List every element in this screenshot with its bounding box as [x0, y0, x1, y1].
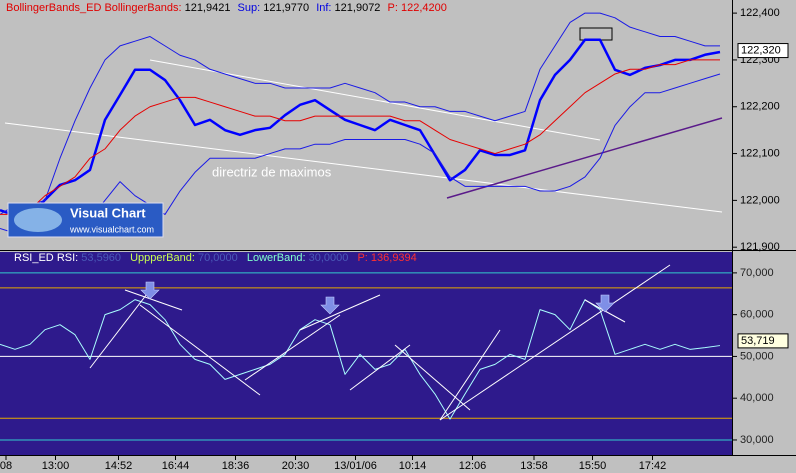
last-value-label: 122,320 — [741, 44, 781, 56]
header-item: 30,0000 — [309, 252, 349, 264]
y-tick-label: 60,000 — [740, 309, 774, 321]
header-item: LowerBand: — [247, 252, 306, 264]
header-item: 122,4200 — [401, 2, 447, 14]
arrows — [140, 281, 615, 315]
x-tick-label: 14:52 — [105, 460, 133, 472]
header-item: BollingerBands_ED — [6, 2, 101, 14]
x-tick-label: 13:58 — [520, 460, 548, 472]
header-item: RSI: — [57, 252, 78, 264]
logo-url: www.visualchart.com — [69, 224, 154, 234]
header-item: P: — [357, 252, 367, 264]
trend-line — [349, 344, 411, 391]
trend-line — [439, 329, 501, 421]
logo-title: Visual Chart — [70, 205, 146, 220]
down-arrow — [140, 281, 160, 300]
last-value-box — [737, 43, 789, 59]
last-value-box — [737, 333, 789, 349]
header-item: Inf: — [316, 2, 331, 14]
plot-layer — [0, 12, 732, 441]
header-item: Sup: — [238, 2, 261, 14]
header-item: 121,9072 — [335, 2, 381, 14]
trend-line — [446, 117, 723, 199]
down-arrow — [320, 296, 340, 315]
series-line — [0, 12, 720, 215]
header-item: P: — [388, 2, 398, 14]
y-tick-label: 122,200 — [740, 101, 780, 113]
y-tick-label: 122,100 — [740, 147, 780, 159]
price-header: BollingerBands_ED BollingerBands: 121,94… — [6, 2, 447, 14]
header-item: UppperBand: — [130, 252, 195, 264]
trend-line — [439, 264, 671, 421]
header-item: 121,9421 — [185, 2, 231, 14]
y-tick-label: 122,000 — [740, 194, 780, 206]
trend-line — [244, 314, 341, 381]
annotation: directriz de maximos — [212, 164, 332, 179]
x-tick-label: 16:44 — [162, 460, 190, 472]
x-tick-label: 13/01/06 — [334, 460, 377, 472]
logo-icon — [14, 208, 62, 232]
x-tick-label: 13:00 — [42, 460, 70, 472]
y-tick-label: 121,900 — [740, 241, 780, 253]
trend-line — [89, 289, 151, 369]
x-tick-label: 17:42 — [639, 460, 667, 472]
series-line — [0, 59, 720, 215]
trend-line — [149, 59, 601, 141]
rsi-header: RSI_ED RSI: 53,5960 UppperBand: 70,0000 … — [14, 252, 417, 264]
header-item: RSI_ED — [14, 252, 54, 264]
price-line — [0, 38, 721, 217]
trend-line — [124, 289, 183, 311]
rsi-panel — [0, 252, 732, 455]
down-arrow — [595, 294, 615, 313]
header-item: 70,0000 — [198, 252, 238, 264]
y-tick-label: 30,000 — [740, 434, 774, 446]
y-tick-label: 50,000 — [740, 350, 774, 362]
y-tick-label: 122,400 — [740, 7, 780, 19]
x-tick-label: 08 — [0, 460, 12, 472]
y-tick-label: 70,000 — [740, 267, 774, 279]
last-value-label: 53,719 — [741, 335, 775, 347]
header-item: 136,9394 — [371, 252, 417, 264]
header-item: BollingerBands: — [104, 2, 181, 14]
x-tick-label: 18:36 — [222, 460, 250, 472]
x-tick-label: 15:50 — [579, 460, 607, 472]
rsi-trend-lines — [89, 264, 671, 421]
x-tick-label: 12:06 — [459, 460, 487, 472]
trend-line — [139, 304, 261, 396]
header-item: 121,9770 — [263, 2, 309, 14]
series-line — [0, 299, 721, 420]
trend-line — [4, 122, 723, 213]
series-line — [0, 73, 721, 234]
trend-line — [394, 344, 471, 411]
x-tick-label: 10:14 — [399, 460, 427, 472]
x-tick-label: 20:30 — [282, 460, 310, 472]
y-tick-label: 40,000 — [740, 392, 774, 404]
header-item: 53,5960 — [81, 252, 121, 264]
trend-line — [299, 294, 381, 331]
